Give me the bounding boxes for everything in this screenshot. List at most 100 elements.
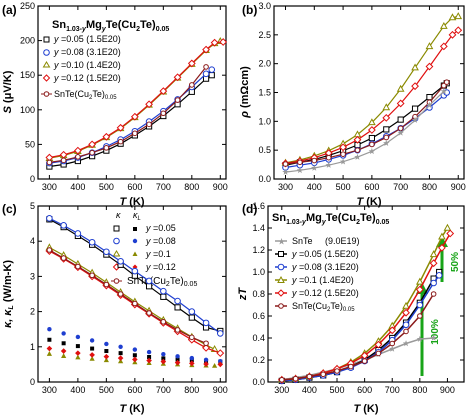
- legend-marker-circle-icon: [113, 237, 120, 245]
- data-point: [416, 335, 424, 342]
- panel-c-legend-item: SnTe(Cu2Te)0.05: [111, 276, 197, 288]
- legend-marker-circle-icon: [278, 303, 284, 309]
- data-point: [146, 357, 152, 364]
- panel-a-ylabel: S (μV/K): [2, 70, 14, 113]
- y-tick-label: 0.2: [252, 355, 265, 365]
- panel-d-legend-item: SnTe(Cu2Te)0.05: [275, 301, 355, 313]
- data-point: [174, 297, 181, 305]
- data-point: [175, 354, 180, 359]
- data-point: [46, 247, 53, 253]
- panel-a-legend-item: y =0.05 (1.5E20): [43, 34, 121, 44]
- data-point: [430, 334, 437, 341]
- data-point: [146, 121, 152, 128]
- data-point: [147, 355, 152, 360]
- legend-label: y =0.12: [145, 262, 176, 272]
- series-line: [49, 246, 215, 350]
- data-point: [75, 154, 81, 160]
- legend-marker-diamond-icon: [277, 289, 285, 297]
- data-point: [402, 340, 410, 347]
- x-tick-label: 400: [302, 385, 317, 395]
- y-tick-label: 1.0: [252, 267, 265, 277]
- data-point: [89, 352, 95, 358]
- data-point: [90, 346, 95, 351]
- x-tick-label: 500: [329, 385, 344, 395]
- data-point: [189, 355, 195, 361]
- series: [279, 291, 437, 383]
- data-point: [174, 359, 181, 366]
- y-tick-label: 1: [30, 342, 35, 352]
- data-point: [306, 373, 313, 380]
- x-tick-label: 400: [307, 182, 322, 192]
- legend-label: y =0.05: [145, 223, 176, 233]
- data-point: [132, 356, 138, 363]
- data-point: [411, 82, 419, 91]
- data-point: [402, 308, 410, 317]
- data-point: [411, 116, 419, 123]
- data-point: [132, 130, 138, 137]
- data-point: [311, 164, 318, 171]
- data-point: [297, 159, 303, 166]
- legend-marker-diamond-icon: [42, 74, 51, 82]
- data-point: [411, 105, 419, 112]
- panel-d-legend-item: ★ SnTe (9.0E19): [275, 236, 360, 247]
- y-tick-label: 1.4: [252, 223, 265, 233]
- data-point: [103, 357, 109, 363]
- legend-marker-triangle-icon: [277, 275, 285, 283]
- panel-a-legend-item: y =0.10 (1.4E20): [42, 60, 121, 70]
- data-point: [145, 100, 153, 109]
- legend-label: SnTe(Cu2Te)0.05: [292, 301, 355, 313]
- data-point: [203, 357, 209, 363]
- data-point: [46, 351, 52, 356]
- x-tick-label: 800: [412, 385, 427, 395]
- panel-a: (a) Sn1.03-yMgyTe(Cu2Te)0.05 y =0.05 (1.…: [2, 3, 227, 180]
- data-point: [430, 291, 437, 297]
- x-tick-label: 600: [357, 385, 372, 395]
- x-tick-label: 900: [213, 182, 228, 192]
- data-point: [47, 327, 52, 332]
- data-point: [368, 134, 375, 142]
- data-point: [46, 345, 53, 352]
- panel-d-title: Sn1.03-yMgyTe(Cu2Te)0.05: [272, 212, 389, 226]
- legend-header-kappa: κ: [116, 210, 121, 220]
- y-tick-label: 1.5: [258, 88, 271, 98]
- data-point: [130, 112, 139, 121]
- data-point: [202, 45, 210, 54]
- data-point: [212, 363, 218, 368]
- series: [282, 79, 450, 167]
- data-point: [417, 313, 423, 319]
- data-point: [397, 116, 404, 123]
- legend-marker-triangle-filled-icon: [132, 251, 138, 256]
- panel-d-xlabel: T (K): [353, 403, 378, 415]
- data-point: [218, 359, 223, 364]
- panel-b-xlabel: T (K): [356, 196, 381, 208]
- data-point: [189, 82, 195, 88]
- data-point: [145, 283, 153, 290]
- data-point: [89, 338, 95, 343]
- legend-label: y =0.08 (3.1E20): [53, 47, 121, 57]
- data-point: [448, 13, 457, 21]
- data-point: [60, 348, 67, 354]
- series-line: [49, 69, 213, 164]
- data-point: [89, 355, 95, 361]
- data-point: [145, 277, 153, 285]
- series: [282, 87, 448, 175]
- panel-a-title: Sn1.03-yMgyTe(Cu2Te)0.05: [52, 19, 169, 33]
- data-point: [161, 351, 166, 357]
- data-point: [279, 377, 285, 383]
- data-point: [132, 353, 137, 358]
- x-tick-label: 500: [99, 385, 114, 395]
- data-point: [425, 42, 434, 50]
- legend-label: y =0.05 (1.5E20): [291, 249, 359, 259]
- data-point: [389, 340, 396, 347]
- x-tick-label: 300: [278, 182, 293, 192]
- panel-c-label: (c): [2, 202, 17, 216]
- legend-label: SnTe(Cu2Te)0.05: [54, 89, 117, 101]
- x-tick-label: 300: [42, 385, 57, 395]
- data-point: [203, 361, 209, 367]
- data-point: [430, 279, 437, 287]
- y-tick-label: 50: [25, 139, 35, 149]
- data-point: [325, 161, 332, 168]
- data-point: [202, 70, 210, 78]
- panel-b-label: (b): [242, 3, 257, 17]
- data-point: [60, 255, 67, 261]
